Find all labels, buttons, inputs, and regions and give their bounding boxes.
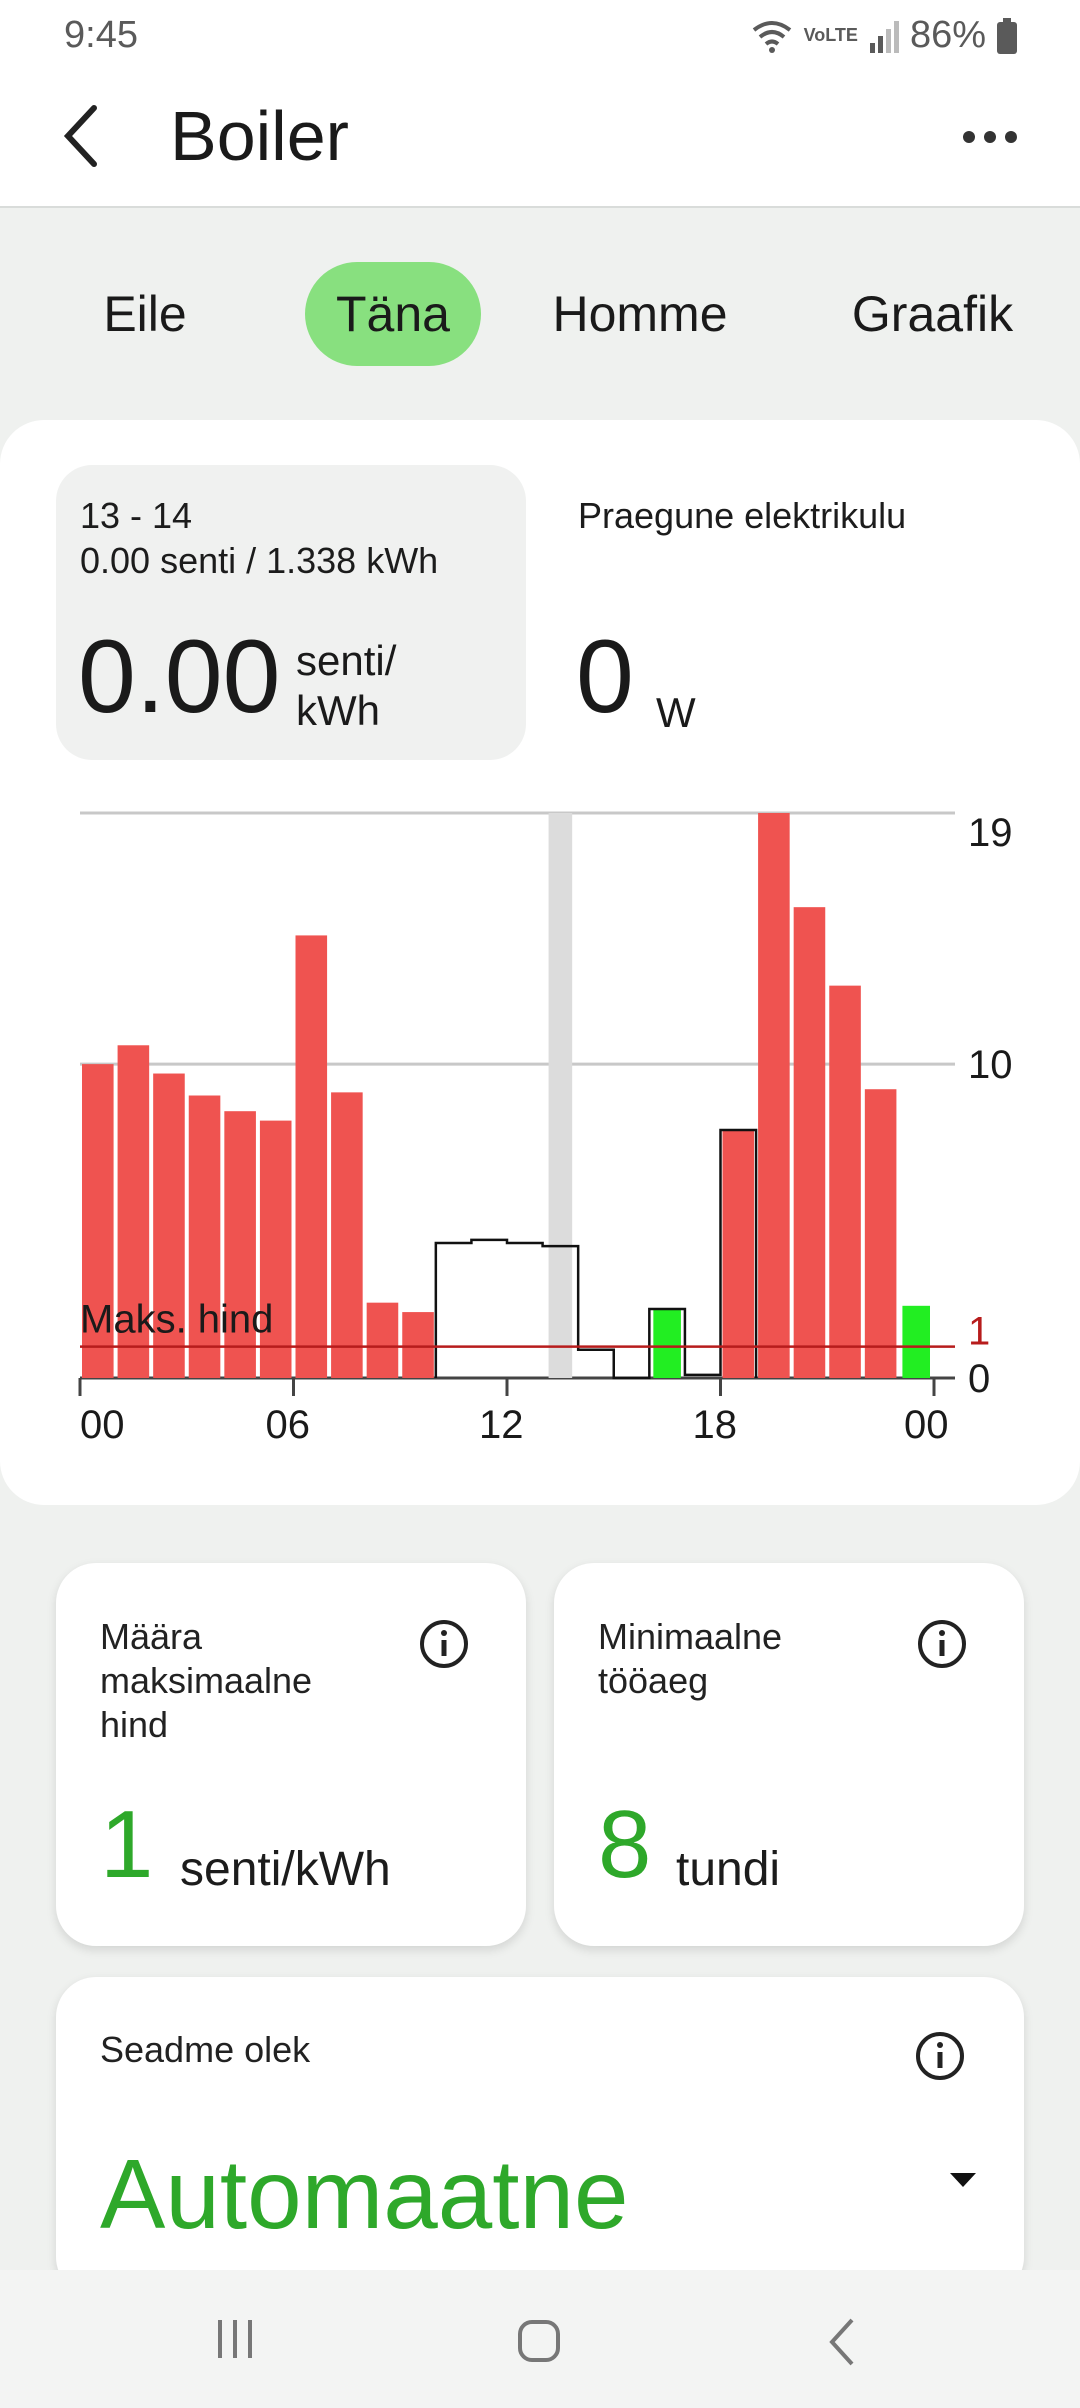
x-tick-label: 00 — [904, 1403, 949, 1447]
bar-hour-8 — [366, 1302, 399, 1378]
bar-hour-1 — [117, 1045, 150, 1378]
battery-percent: 86% — [909, 14, 986, 56]
home-icon[interactable] — [512, 2314, 568, 2370]
bar-hour-4 — [224, 1111, 256, 1378]
price-unit-line1: senti/ — [296, 637, 397, 684]
device-state-value[interactable]: Automaatne — [100, 2139, 629, 2249]
x-tick-label: 18 — [693, 1403, 738, 1447]
hour-range: 13 - 14 — [80, 495, 193, 536]
y-tick-label: 19 — [968, 811, 1013, 855]
more-options-button[interactable] — [955, 112, 1025, 162]
wifi-icon — [752, 20, 791, 53]
max-price-tick: 1 — [968, 1310, 990, 1354]
tab-graafik[interactable]: Graafik — [851, 286, 1014, 342]
tab-eile[interactable]: Eile — [103, 286, 187, 342]
bar-hour-6 — [295, 935, 328, 1378]
app-bar — [0, 72, 1080, 208]
max-price-unit: senti/kWh — [180, 1843, 391, 1896]
device-state-label: Seadme olek — [100, 2029, 311, 2070]
x-tick-label: 12 — [479, 1403, 524, 1447]
bar-hour-20 — [793, 907, 826, 1378]
bar-hour-22 — [864, 1089, 897, 1378]
min-runtime-value: 8 — [598, 1791, 652, 1898]
system-nav-bar — [0, 2270, 1080, 2408]
device-state-card[interactable] — [56, 1977, 1024, 2297]
max-price-card[interactable] — [56, 1563, 526, 1946]
volte-indicator: VoLTE — [803, 25, 858, 45]
battery-icon — [997, 17, 1017, 54]
bar-hour-9 — [402, 1312, 434, 1378]
power-value: 0 — [576, 619, 634, 735]
signal-icon — [869, 20, 899, 53]
bar-hour-7 — [331, 1092, 363, 1378]
bar-hour-0 — [82, 1064, 114, 1378]
chart-overlay — [80, 1128, 955, 1380]
bar-hour-5 — [259, 1120, 292, 1378]
bar-hour-23 — [902, 1305, 930, 1378]
max-price-label: Maks. hind — [80, 1298, 273, 1342]
back-arrow-icon — [63, 105, 97, 167]
y-tick-label: 10 — [968, 1043, 1013, 1087]
min-runtime-label: Minimaalne tööaeg — [598, 1616, 783, 1701]
bar-hour-21 — [829, 985, 861, 1378]
more-dots-icon — [963, 131, 1017, 143]
status-icons: VoLTE 86% — [750, 14, 1018, 57]
price-detail: 0.00 senti / 1.338 kWh — [80, 540, 439, 581]
low-price-outline — [434, 1128, 758, 1380]
recent-apps-icon[interactable] — [210, 2314, 260, 2364]
back-button[interactable] — [56, 96, 116, 176]
bar-hour-18 — [722, 1130, 755, 1378]
page-title: Boiler — [170, 97, 349, 175]
min-runtime-unit: tundi — [676, 1843, 781, 1896]
back-nav-icon[interactable] — [822, 2314, 862, 2370]
max-price-value: 1 — [100, 1791, 154, 1898]
max-price-label: Määra maksimaalne hind — [100, 1616, 313, 1745]
status-bar — [0, 0, 1080, 72]
current-hour-highlight — [548, 813, 573, 1378]
bar-hour-3 — [188, 1095, 221, 1378]
y-tick-label: 0 — [968, 1357, 990, 1401]
power-unit: W — [656, 689, 696, 736]
x-tick-label: 06 — [266, 1403, 311, 1447]
chart-bars — [82, 813, 930, 1378]
tab-tana[interactable]: Täna — [305, 262, 481, 366]
tab-homme[interactable]: Homme — [552, 286, 728, 342]
status-time: 9:45 — [64, 14, 138, 56]
power-label: Praegune elektrikulu — [578, 495, 907, 536]
price-unit-line2: kWh — [296, 687, 380, 734]
bar-hour-19 — [758, 813, 790, 1378]
x-tick-label: 00 — [80, 1403, 125, 1447]
info-icon[interactable] — [418, 1618, 470, 1670]
bar-hour-2 — [153, 1073, 185, 1378]
current-price-card — [56, 465, 526, 760]
current-price-value: 0.00 — [78, 619, 281, 735]
dropdown-arrow-icon[interactable] — [948, 2170, 978, 2190]
info-icon[interactable] — [914, 2030, 966, 2082]
bar-hour-16 — [653, 1308, 681, 1378]
min-runtime-card[interactable] — [554, 1563, 1024, 1946]
info-icon[interactable] — [916, 1618, 968, 1670]
